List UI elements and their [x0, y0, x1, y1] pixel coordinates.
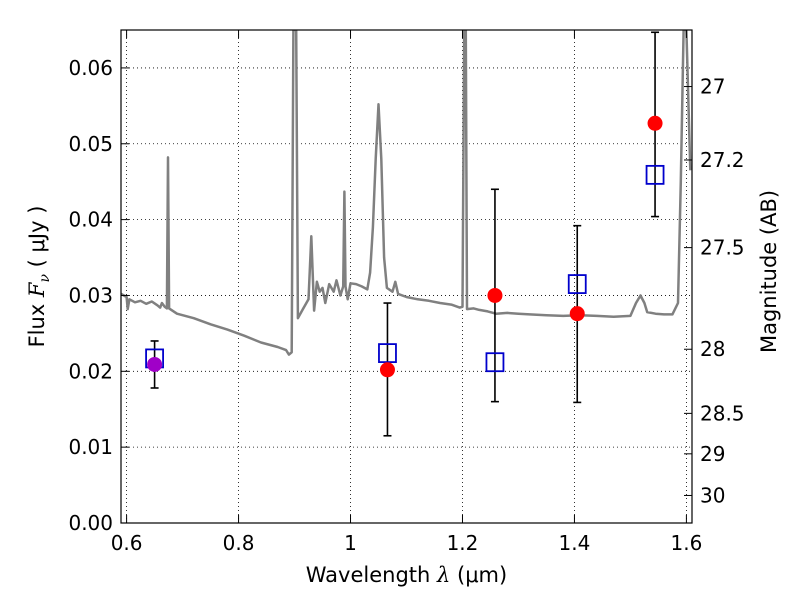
model-spectrum — [121, 30, 692, 356]
y-tick-label: 0.03 — [68, 283, 113, 307]
right-tick-label: 28 — [700, 337, 725, 361]
right-tick-label: 27.5 — [700, 236, 745, 260]
x-tick-label: 1.6 — [670, 531, 702, 555]
observed-point — [147, 356, 163, 372]
right-tick-label: 29 — [700, 442, 725, 466]
y-tick-label: 0.02 — [68, 359, 113, 383]
grid-lines — [121, 30, 692, 523]
x-tick-label: 1.4 — [559, 531, 591, 555]
observed-point — [647, 115, 663, 131]
observed-point — [379, 362, 395, 378]
x-tick-label: 0.6 — [111, 531, 143, 555]
right-tick-label: 27.2 — [700, 148, 745, 172]
model-photometry-square — [567, 274, 587, 294]
model-photometry-square — [378, 343, 397, 364]
observed-point — [487, 287, 503, 303]
model-photometry-square — [485, 352, 505, 373]
plot-frame — [120, 29, 693, 524]
axis-ticks: 0.6 0.8 1 1.2 1.4 1.6 0.00 0.01 0.02 0.03 0.04 0.05… — [68, 30, 745, 555]
y-axis-label: Flux Fν ( μJy ) — [25, 206, 53, 348]
observed-point — [569, 306, 585, 322]
model-photometry-square — [645, 164, 665, 185]
y-tick-label: 0.00 — [68, 511, 113, 535]
x-axis-label: Wavelength λ (μm) — [306, 563, 507, 587]
y-tick-label: 0.06 — [68, 56, 113, 80]
right-tick-label: 30 — [700, 483, 725, 507]
x-tick-label: 1 — [344, 531, 357, 555]
y-tick-label: 0.05 — [68, 132, 113, 156]
x-tick-label: 1.2 — [447, 531, 479, 555]
y-tick-label: 0.04 — [68, 208, 113, 232]
data-points — [145, 31, 665, 437]
x-tick-label: 0.8 — [223, 531, 255, 555]
right-tick-label: 28.5 — [700, 401, 745, 425]
right-tick-label: 27 — [700, 75, 725, 99]
y-tick-label: 0.01 — [68, 435, 113, 459]
model-sed-line — [121, 30, 692, 356]
y-axis-right-label: Magnitude (AB) — [757, 190, 781, 353]
